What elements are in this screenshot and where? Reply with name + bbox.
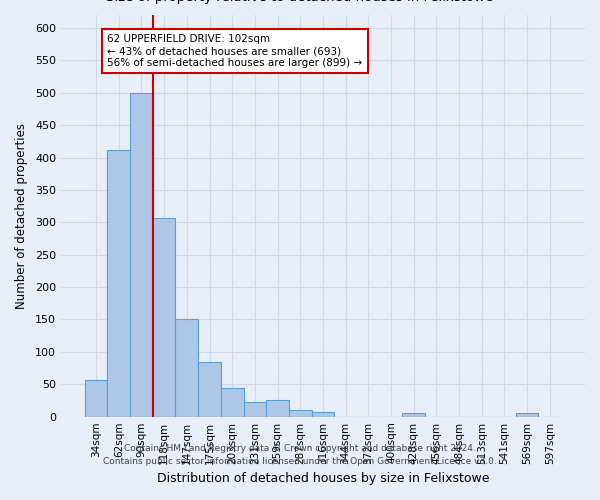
Text: Contains public sector information licensed under the Open Government Licence v3: Contains public sector information licen… bbox=[103, 456, 497, 466]
Y-axis label: Number of detached properties: Number of detached properties bbox=[15, 123, 28, 309]
Bar bbox=[403, 413, 425, 416]
Bar bbox=[130, 92, 153, 416]
Bar bbox=[311, 412, 334, 416]
X-axis label: Distribution of detached houses by size in Felixstowe: Distribution of detached houses by size … bbox=[157, 472, 489, 485]
Text: Contains HM Land Registry data © Crown copyright and database right 2024.: Contains HM Land Registry data © Crown c… bbox=[124, 444, 476, 453]
Bar bbox=[175, 320, 198, 416]
Text: 62 UPPERFIELD DRIVE: 102sqm
← 43% of detached houses are smaller (693)
56% of se: 62 UPPERFIELD DRIVE: 102sqm ← 43% of det… bbox=[107, 34, 362, 68]
Bar bbox=[244, 402, 266, 416]
Bar bbox=[221, 388, 244, 416]
Text: Size of property relative to detached houses in Felixstowe: Size of property relative to detached ho… bbox=[106, 0, 494, 4]
Bar bbox=[516, 414, 538, 416]
Bar bbox=[107, 150, 130, 416]
Bar bbox=[266, 400, 289, 416]
Bar bbox=[153, 218, 175, 416]
Bar bbox=[289, 410, 311, 416]
Bar bbox=[198, 362, 221, 416]
Bar bbox=[85, 380, 107, 416]
